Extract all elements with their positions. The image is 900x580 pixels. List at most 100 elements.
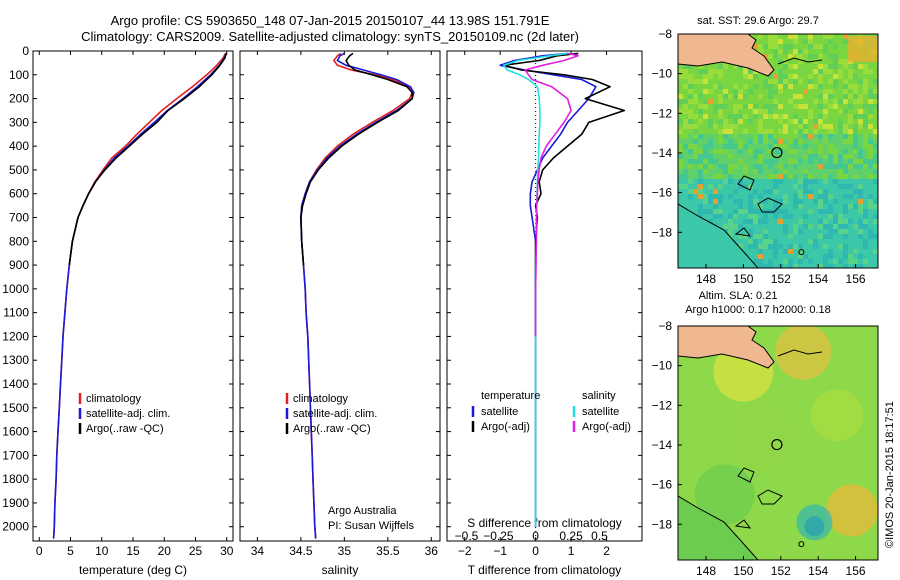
map-y-tick-label: −12 [652, 398, 673, 412]
map-field [678, 34, 878, 268]
y-tick-label: 1100 [3, 306, 29, 320]
x-tick-label-top: 0 [532, 529, 539, 543]
plot-frame [239, 50, 441, 542]
reef-outline [757, 197, 783, 213]
y-tick-label: 1400 [2, 377, 29, 391]
legend-label: satellite-adj. clim. [86, 408, 170, 420]
land-png [678, 34, 775, 77]
x-axis-label-top: S difference from climatology [467, 516, 622, 530]
y-tick-label: 1800 [2, 472, 29, 486]
x-tick-label: 0 [36, 544, 43, 558]
x-tick-label-top: −0.5 [455, 529, 479, 543]
figure-title-line1: Argo profile: CS 5903650_148 07-Jan-2015… [110, 13, 550, 28]
map-x-tick-label: 154 [808, 564, 828, 578]
island-chain [777, 349, 823, 357]
small-marker-icon [798, 249, 805, 256]
y-tick-label: 100 [9, 68, 29, 82]
map-frame [677, 33, 879, 269]
map-y-tick-label: −14 [652, 438, 673, 452]
reef-outline [734, 519, 752, 529]
map-y-tick-label: −10 [652, 359, 673, 373]
legend-label: satellite [582, 406, 619, 418]
x-tick-label: 36 [425, 544, 439, 558]
x-tick-label: −1 [493, 544, 507, 558]
y-tick-label: 400 [9, 139, 29, 153]
reef-outline [757, 489, 783, 505]
x-tick-label: 34.5 [289, 544, 313, 558]
map-frame [677, 325, 879, 561]
map-y-tick-label: −10 [652, 67, 673, 81]
map-sst_map: 148 150 152 154 156 −8 −10 −12 −14 −16 −18 sat. SST… [652, 15, 879, 286]
y-tick-label: 700 [9, 211, 29, 225]
y-tick-label: 200 [9, 92, 29, 106]
legend-label: Argo(-adj) [481, 421, 530, 433]
x-tick-label: 35.5 [376, 544, 400, 558]
map-x-tick-label: 156 [846, 564, 866, 578]
x-axis-label: temperature (deg C) [79, 563, 187, 577]
y-tick-label: 300 [9, 115, 29, 129]
x-tick-label: 25 [189, 544, 203, 558]
y-tick-label: 1300 [2, 353, 29, 367]
y-tick-label: 1600 [2, 425, 29, 439]
credit-text: ©IMOS 20-Jan-2015 18:17:51 [884, 401, 896, 548]
x-tick-label: 20 [158, 544, 172, 558]
legend-title-temperature: temperature [481, 390, 540, 402]
x-tick-label-top: −0.25 [483, 529, 514, 543]
map-x-tick-label: 150 [733, 272, 753, 286]
y-tick-label: 500 [9, 163, 29, 177]
small-marker-icon [798, 541, 805, 548]
map-field [678, 326, 878, 560]
x-tick-label: 35 [338, 544, 352, 558]
reef-outline [737, 175, 755, 191]
map-title-line2: Argo h1000: 0.17 h2000: 0.18 [685, 304, 831, 316]
reef-outline [734, 227, 752, 237]
x-tick-label-top: 0.5 [591, 529, 608, 543]
y-tick-label: 900 [9, 258, 29, 272]
map-x-tick-label: 148 [696, 272, 716, 286]
map-x-tick-label: 150 [733, 564, 753, 578]
y-tick-label: 1200 [2, 329, 29, 343]
map-y-tick-label: −18 [652, 225, 673, 239]
legend-label: Argo(..raw -QC) [86, 423, 164, 435]
y-tick-label: 1000 [2, 282, 29, 296]
legend-label: Argo(..raw -QC) [293, 423, 371, 435]
x-tick-label: 34 [251, 544, 265, 558]
series-line-argo-raw-qc- [68, 53, 227, 266]
y-tick-label: 0 [22, 44, 29, 58]
island-chain [777, 57, 823, 65]
reef-outline [737, 467, 755, 483]
map-y-tick-label: −12 [652, 106, 673, 120]
series-line-argo-adj- [524, 52, 579, 337]
legend-label: Argo(-adj) [582, 421, 631, 433]
y-tick-label: 1700 [2, 448, 29, 462]
x-tick-label: 30 [220, 544, 234, 558]
x-tick-label: 5 [67, 544, 74, 558]
map-y-tick-label: −8 [658, 27, 672, 41]
x-tick-label: 15 [126, 544, 140, 558]
legend-label: satellite [481, 406, 518, 418]
map-x-tick-label: 154 [808, 272, 828, 286]
x-tick-label: 2 [603, 544, 610, 558]
x-tick-label: 10 [95, 544, 109, 558]
circle-marker-icon [771, 438, 783, 451]
coast-australia [678, 203, 759, 268]
map-y-tick-label: −8 [658, 319, 672, 333]
legend-label: satellite-adj. clim. [293, 408, 377, 420]
land-png [678, 326, 775, 369]
map-sla_map: 148 150 152 154 156 −8 −10 −12 −14 −16 −18 Altim. S… [652, 290, 879, 578]
y-tick-label: 1900 [2, 496, 29, 510]
annotation-pi: PI: Susan Wijffels [328, 520, 414, 532]
y-tick-label: 2000 [2, 520, 29, 534]
map-title: sat. SST: 29.6 Argo: 29.7 [697, 15, 819, 27]
panel-salinity: 34 34.5 35 35.5 36 salinity climatology satelli… [239, 50, 441, 577]
annotation-institution: Argo Australia [328, 505, 397, 517]
panel-differences: −2 −1 0 1 2 T difference from climatology S di… [446, 50, 643, 577]
legend-label: climatology [86, 393, 142, 405]
map-x-tick-label: 152 [771, 564, 791, 578]
y-tick-label: 600 [9, 187, 29, 201]
map-x-tick-label: 156 [846, 272, 866, 286]
x-axis-label: salinity [322, 563, 359, 577]
x-tick-label: 0 [532, 544, 539, 558]
legend-label: climatology [293, 393, 349, 405]
